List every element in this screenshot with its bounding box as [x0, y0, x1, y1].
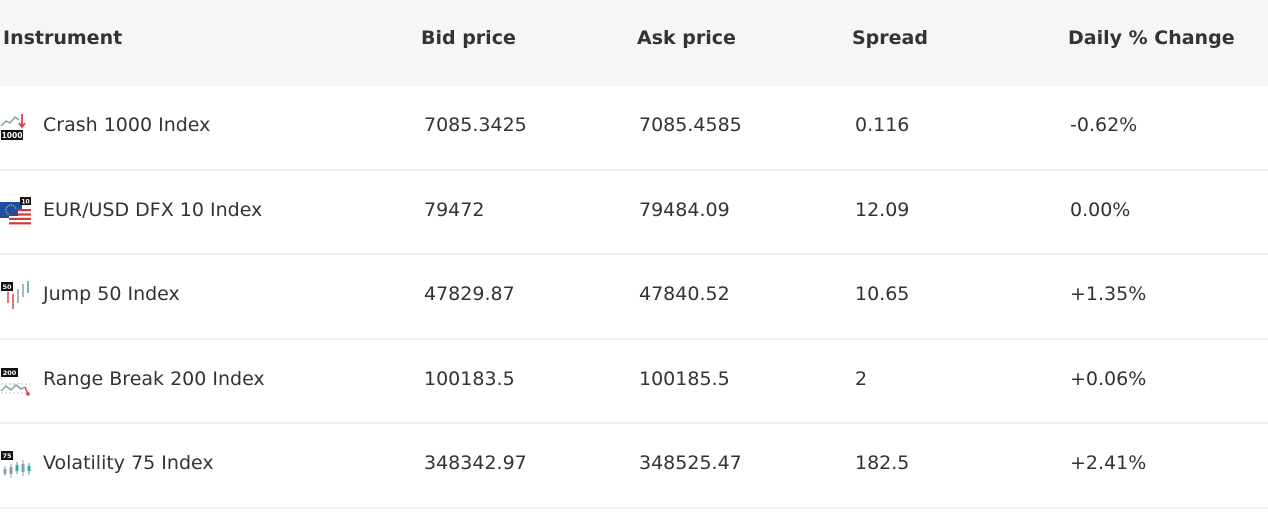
ask-price: 7085.4585 [639, 114, 742, 136]
volatility-index-icon: 75 [0, 448, 34, 484]
spread: 0.116 [855, 114, 910, 136]
ask-price: 47840.52 [639, 283, 730, 305]
header-bid-price: Bid price [421, 27, 516, 49]
header-instrument: Instrument [3, 27, 123, 49]
daily-change: +1.35% [1070, 283, 1147, 305]
spread: 10.65 [855, 283, 910, 305]
instrument-name: Crash 1000 Index [43, 114, 211, 136]
bid-price: 79472 [424, 198, 485, 221]
spread: 2 [855, 367, 868, 390]
bid-price: 7085.3425 [424, 114, 527, 136]
svg-text:200: 200 [3, 369, 17, 377]
jump-index-icon: 50 [0, 279, 34, 315]
ask-price: 100185.5 [639, 367, 730, 390]
table-row[interactable]: 200 Range Break 200 Index 100183.5 10018… [0, 339, 1268, 424]
bid-price: 100183.5 [424, 367, 515, 390]
instrument-name: EUR/USD DFX 10 Index [43, 198, 263, 221]
header-spread: Spread [852, 27, 928, 49]
svg-text:1000: 1000 [2, 131, 23, 140]
header-daily-change: Daily % Change [1068, 27, 1235, 49]
svg-text:50: 50 [2, 283, 12, 291]
table-row[interactable]: 75 Volatility 75 Index 348342.97 348525.… [0, 424, 1268, 509]
svg-text:10: 10 [21, 198, 29, 205]
table-row[interactable]: 10 EUR/USD DFX 10 Index 79472 79484.09 1… [0, 170, 1268, 255]
spread: 12.09 [855, 198, 910, 221]
bid-price: 47829.87 [424, 283, 515, 305]
spread: 182.5 [855, 452, 910, 474]
daily-change: -0.62% [1070, 114, 1138, 136]
crash-index-icon: 1000 [0, 110, 34, 146]
table-row[interactable]: 1000 Crash 1000 Index 7085.3425 7085.458… [0, 86, 1268, 171]
eur-usd-flag-icon: 10 [0, 195, 34, 231]
ask-price: 79484.09 [639, 198, 730, 221]
ask-price: 348525.47 [639, 452, 742, 474]
bid-price: 348342.97 [424, 452, 527, 474]
instrument-name: Volatility 75 Index [43, 452, 214, 474]
instrument-name: Range Break 200 Index [43, 367, 265, 390]
daily-change: 0.00% [1070, 198, 1131, 221]
range-break-index-icon: 200 [0, 364, 34, 400]
instrument-name: Jump 50 Index [43, 283, 180, 305]
table-row[interactable]: 50 Jump 50 Index 47829.87 47840.52 10.65… [0, 255, 1268, 340]
svg-text:75: 75 [2, 452, 12, 460]
header-ask-price: Ask price [637, 27, 736, 49]
daily-change: +0.06% [1070, 367, 1147, 390]
table-header: Instrument Bid price Ask price Spread Da… [0, 0, 1268, 86]
daily-change: +2.41% [1070, 452, 1147, 474]
